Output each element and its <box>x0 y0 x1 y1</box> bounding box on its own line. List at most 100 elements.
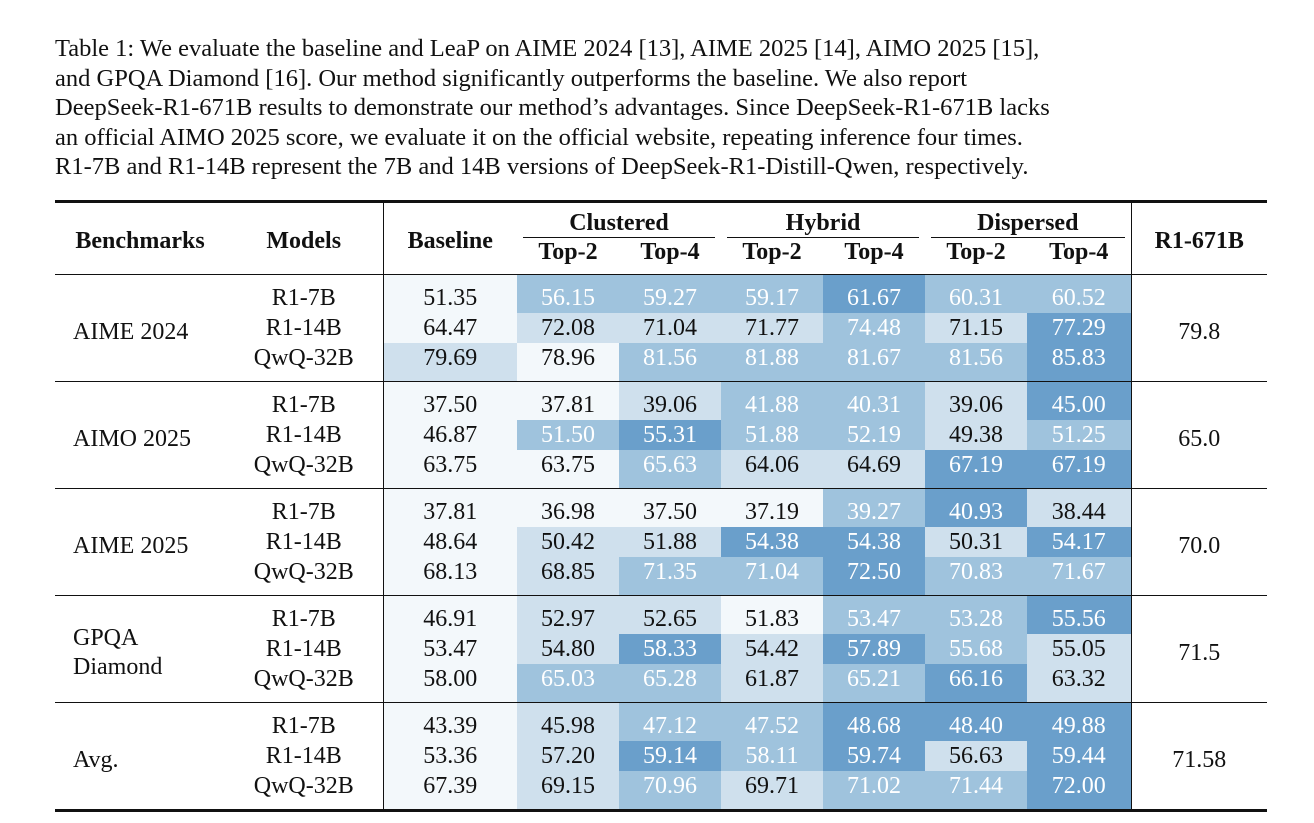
model-name: R1-14B <box>225 420 384 450</box>
score-cell: 57.20 <box>517 741 619 771</box>
score-cell: 36.98 <box>517 488 619 527</box>
score-cell: 59.14 <box>619 741 721 771</box>
caption-line: and GPQA Diamond [16]. Our method signif… <box>55 64 968 92</box>
score-cell: 52.97 <box>517 595 619 634</box>
score-cell: 38.44 <box>1027 488 1132 527</box>
subheader-top: Top-4 <box>1027 238 1132 275</box>
score-cell: 49.38 <box>925 420 1027 450</box>
score-cell: 50.42 <box>517 527 619 557</box>
score-cell: 68.85 <box>517 557 619 596</box>
score-cell: 51.50 <box>517 420 619 450</box>
score-cell: 71.04 <box>721 557 823 596</box>
r1-671b-value: 70.0 <box>1131 488 1267 596</box>
score-cell: 64.69 <box>823 450 925 489</box>
benchmark-name-line: Avg. <box>73 746 119 773</box>
model-name: QwQ-32B <box>225 557 384 596</box>
benchmark-name-line: AIMO 2025 <box>73 425 191 452</box>
header-group-clustered: Clustered <box>517 202 721 238</box>
model-name: QwQ-32B <box>225 771 384 811</box>
table-row: AIMO 2025 R1-7B 37.50 37.81 39.06 41.88 40.31 3… <box>55 381 1267 489</box>
caption-line: DeepSeek-R1-671B results to demonstrate … <box>55 94 1050 121</box>
table-row: R1-14B 53.47 54.80 58.33 54.42 57.89 55.68 55.0… <box>55 634 1267 664</box>
baseline-value: 46.91 <box>383 595 517 634</box>
baseline-value: 53.47 <box>383 634 517 664</box>
benchmark-name-line: AIME 2024 <box>73 318 189 345</box>
table-row: QwQ-32B 79.69 78.96 81.56 81.88 81.67 81.56 85.… <box>55 343 1267 382</box>
score-cell: 72.00 <box>1027 771 1132 811</box>
baseline-value: 67.39 <box>383 771 517 811</box>
score-cell: 45.98 <box>517 702 619 741</box>
score-cell: 71.77 <box>721 313 823 343</box>
results-table: Benchmarks Models Baseline Clustered Hyb… <box>55 200 1267 812</box>
baseline-value: 51.35 <box>383 274 517 313</box>
score-cell: 52.65 <box>619 595 721 634</box>
score-cell: 63.75 <box>517 450 619 489</box>
score-cell: 81.56 <box>925 343 1027 382</box>
score-cell: 78.96 <box>517 343 619 382</box>
header-group-label: Dispersed <box>977 210 1079 236</box>
score-cell: 67.19 <box>925 450 1027 489</box>
score-cell: 71.44 <box>925 771 1027 811</box>
baseline-value: 37.50 <box>383 381 517 420</box>
score-cell: 70.96 <box>619 771 721 811</box>
header-group-dispersed: Dispersed <box>925 201 1132 238</box>
score-cell: 51.88 <box>619 527 721 557</box>
model-name: QwQ-32B <box>225 450 384 489</box>
subheader-top: Top-2 <box>946 239 1006 265</box>
score-cell: 47.12 <box>619 702 721 741</box>
score-cell: 66.16 <box>925 664 1027 703</box>
score-cell: 45.00 <box>1027 381 1132 420</box>
score-cell: 70.83 <box>925 557 1027 596</box>
header-group-label: Clustered <box>569 210 669 236</box>
header-baseline: Baseline <box>407 228 493 254</box>
score-cell: 71.04 <box>619 313 721 343</box>
table-row: R1-14B 64.47 72.08 71.04 71.77 74.48 71.15 77.2… <box>55 313 1267 343</box>
table-row: AIME 2025 R1-7B 37.81 36.98 37.50 37.19 39.27 4… <box>55 488 1267 596</box>
score-cell: 65.28 <box>619 664 721 703</box>
model-name: QwQ-32B <box>225 664 384 703</box>
score-cell: 51.88 <box>721 420 823 450</box>
score-cell: 37.81 <box>517 381 619 420</box>
table-caption: Table 1: We evaluate the baseline and Le… <box>55 34 1267 182</box>
header-models: Models <box>225 201 384 275</box>
table-row: R1-14B 53.36 57.20 59.14 58.11 59.74 56.63 59.4… <box>55 741 1267 771</box>
table-body: AIME 2024 R1-7B 51.35 56.15 59.27 59.17 61.67 6… <box>55 274 1267 811</box>
score-cell: 55.05 <box>1027 634 1132 664</box>
header-r1-671b: R1-671B <box>1154 228 1244 254</box>
model-name: R1-7B <box>225 274 384 313</box>
score-cell: 65.03 <box>517 664 619 703</box>
score-cell: 47.52 <box>721 702 823 741</box>
score-cell: 56.15 <box>517 274 619 313</box>
benchmark-name: AIMO 2025 <box>55 381 225 489</box>
score-cell: 85.83 <box>1027 343 1132 382</box>
benchmark-name: AIME 2025 <box>55 488 225 596</box>
score-cell: 48.68 <box>823 702 925 741</box>
score-cell: 81.67 <box>823 343 925 382</box>
score-cell: 58.11 <box>721 741 823 771</box>
baseline-value: 58.00 <box>383 664 517 703</box>
baseline-value: 48.64 <box>383 527 517 557</box>
score-cell: 37.19 <box>721 488 823 527</box>
score-cell: 51.83 <box>721 595 823 634</box>
score-cell: 54.42 <box>721 634 823 664</box>
score-cell: 71.15 <box>925 313 1027 343</box>
subheader-top: Top-2 <box>742 239 802 265</box>
subheader-top: Top-4 <box>844 239 904 265</box>
score-cell: 69.15 <box>517 771 619 811</box>
table-row: QwQ-32B 68.13 68.85 71.35 71.04 72.50 70.83 71.… <box>55 557 1267 596</box>
baseline-value: 37.81 <box>383 488 517 527</box>
score-cell: 40.31 <box>823 381 925 420</box>
score-cell: 72.50 <box>823 557 925 596</box>
benchmark-name: AIME 2024 <box>55 274 225 382</box>
table-row: Avg. R1-7B 43.39 45.98 47.12 47.52 48.68 48.40 4… <box>55 702 1267 811</box>
score-cell: 59.44 <box>1027 741 1132 771</box>
score-cell: 59.74 <box>823 741 925 771</box>
table-row: QwQ-32B 58.00 65.03 65.28 61.87 65.21 66.16 63.… <box>55 664 1267 703</box>
score-cell: 56.63 <box>925 741 1027 771</box>
table-row: QwQ-32B 67.39 69.15 70.96 69.71 71.02 71.44 72.… <box>55 771 1267 811</box>
model-name: QwQ-32B <box>225 343 384 382</box>
model-name: R1-7B <box>225 488 384 527</box>
model-name: R1-7B <box>225 381 384 420</box>
model-name: R1-7B <box>225 595 384 634</box>
baseline-value: 63.75 <box>383 450 517 489</box>
